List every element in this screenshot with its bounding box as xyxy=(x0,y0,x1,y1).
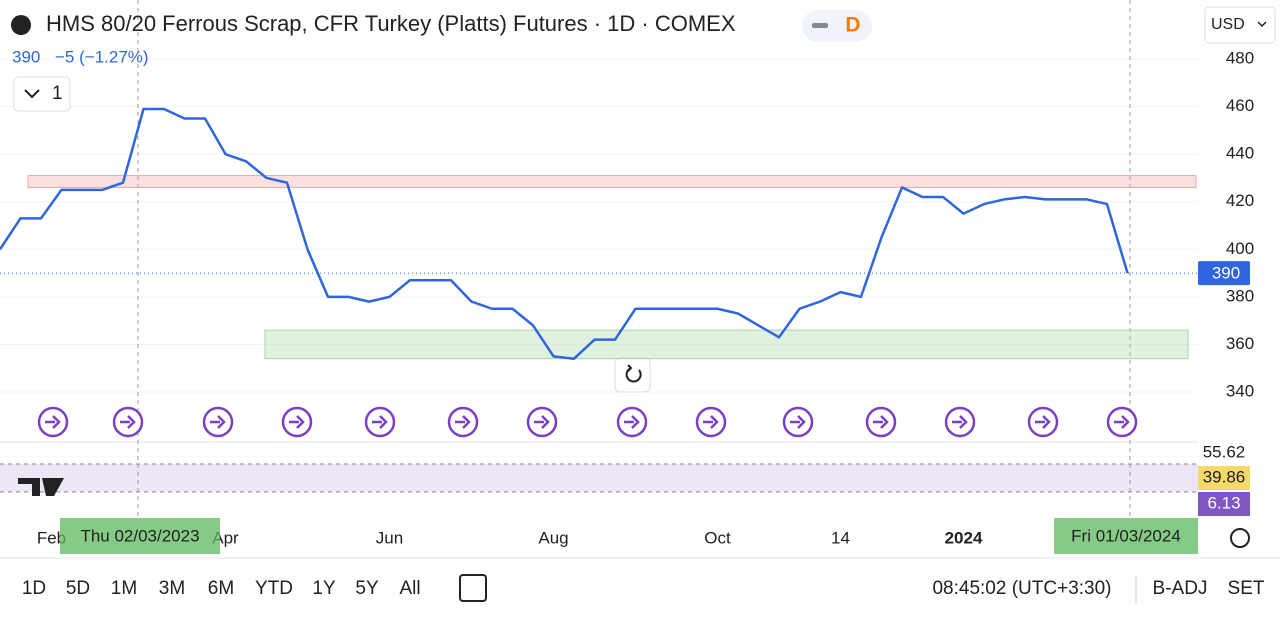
symbol-icon xyxy=(11,15,31,35)
y-tick-label: 340 xyxy=(1226,381,1254,400)
status-pill xyxy=(802,10,872,42)
y-tick-label: 360 xyxy=(1226,334,1254,353)
currency-button[interactable] xyxy=(1204,6,1276,44)
range-button[interactable]: YTD xyxy=(255,578,293,599)
range-button[interactable]: 6M xyxy=(208,578,234,599)
chart-title: HMS 80/20 Ferrous Scrap, CFR Turkey (Pla… xyxy=(46,11,736,36)
chevron xyxy=(24,89,40,99)
adjust-button[interactable]: B-ADJ xyxy=(1153,578,1208,599)
crosshair-label: Thu 02/03/2023 xyxy=(80,526,199,545)
event-glyph xyxy=(624,415,640,429)
range-button[interactable]: 3M xyxy=(159,578,185,599)
event-glyph xyxy=(873,415,889,429)
range-button[interactable]: 1M xyxy=(111,578,137,599)
pane-count: 1 xyxy=(52,83,63,104)
event-glyph xyxy=(289,415,305,429)
currency: USD xyxy=(1211,16,1245,33)
y-tick-label: 420 xyxy=(1226,191,1254,210)
event-glyph xyxy=(1114,415,1130,429)
event-glyph xyxy=(372,415,388,429)
status-dash xyxy=(812,23,828,28)
interval-badge: D xyxy=(845,14,860,37)
clock: 08:45:02 (UTC+3:30) xyxy=(932,578,1111,599)
x-tick-label: Jun xyxy=(376,528,403,547)
chevron xyxy=(1257,21,1267,28)
indicator-label: 39.86 xyxy=(1203,467,1246,486)
event-glyph xyxy=(790,415,806,429)
indicator-band xyxy=(0,464,1198,492)
indicator-label: 6.13 xyxy=(1207,493,1240,512)
event-glyph xyxy=(703,415,719,429)
zone xyxy=(27,175,1197,188)
range-button[interactable]: All xyxy=(399,578,420,599)
range-button[interactable]: 5D xyxy=(66,578,90,599)
indicator-label-bg xyxy=(1198,492,1250,516)
x-tick-label: Oct xyxy=(704,528,731,547)
logo xyxy=(18,478,64,496)
range-button[interactable]: 1Y xyxy=(312,578,336,599)
event-glyph xyxy=(534,415,550,429)
range-button[interactable]: 1D xyxy=(22,578,46,599)
indicator-label-bg xyxy=(1198,466,1250,490)
crosshair-label: Fri 01/03/2024 xyxy=(1071,526,1181,545)
pane-toggle[interactable] xyxy=(13,76,71,112)
event-glyph xyxy=(1035,415,1051,429)
reset-button[interactable] xyxy=(614,357,651,393)
last-price-badge xyxy=(1198,261,1250,286)
x-tick-label: Aug xyxy=(538,528,568,547)
toolbar-bg xyxy=(0,558,1280,623)
last-price: 390 xyxy=(12,47,40,66)
zone xyxy=(264,329,1189,360)
settle-button[interactable]: SET xyxy=(1228,578,1265,599)
price-change: −5 (−1.27%) xyxy=(55,47,149,66)
event-glyph xyxy=(210,415,226,429)
event-glyph xyxy=(455,415,471,429)
y-tick-label: 400 xyxy=(1226,239,1254,258)
range-button[interactable]: 5Y xyxy=(355,578,379,599)
crosshair-label-bg xyxy=(1054,518,1198,554)
event-glyph xyxy=(952,415,968,429)
x-tick-label: 2024 xyxy=(945,528,983,547)
indicator-label: 55.62 xyxy=(1203,442,1246,461)
event-glyph xyxy=(45,415,61,429)
y-tick-label: 380 xyxy=(1226,286,1254,305)
reset-icon xyxy=(625,364,642,383)
last-price-label: 390 xyxy=(1212,264,1240,283)
indicator-label-bg xyxy=(1198,441,1250,465)
crosshair-label-bg xyxy=(60,518,220,554)
x-tick-label: 14 xyxy=(831,528,850,547)
price-line xyxy=(0,107,1129,360)
y-tick-label: 460 xyxy=(1226,96,1254,115)
y-tick-label: 440 xyxy=(1226,144,1254,163)
event-glyph xyxy=(120,415,136,429)
x-tick-label: Feb xyxy=(37,528,66,547)
settings-icon[interactable] xyxy=(1230,528,1250,548)
y-tick-label: 480 xyxy=(1226,48,1254,67)
date-range-icon[interactable] xyxy=(459,574,487,602)
